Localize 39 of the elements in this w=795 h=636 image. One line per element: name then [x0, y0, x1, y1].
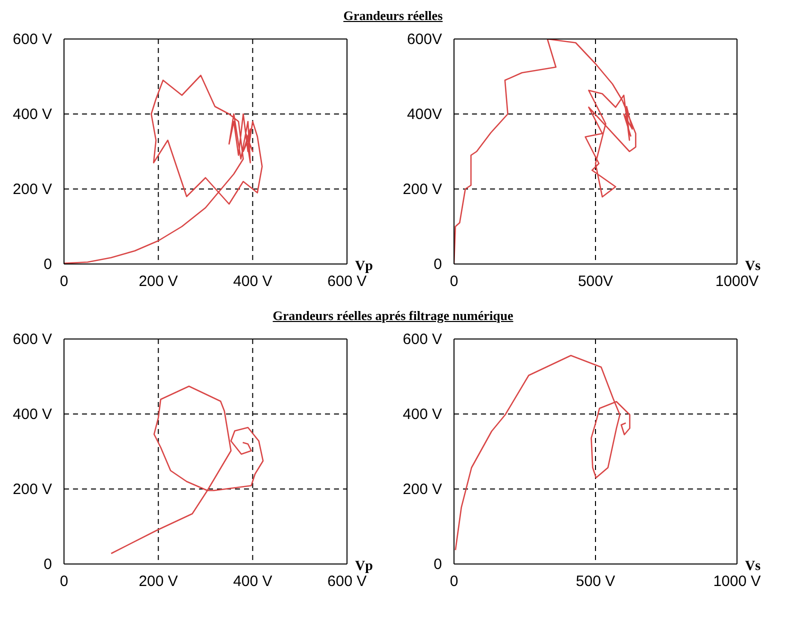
y-tick-label: 200 V — [12, 181, 52, 198]
text: Grandeurs réelles — [343, 8, 443, 23]
y-tick-label: 0 — [44, 256, 52, 273]
x-tick-label: 200 V — [138, 273, 178, 290]
y-tick-label: 200 V — [402, 181, 442, 198]
x-tick-label: 600 V — [327, 573, 367, 590]
text: Grandeurs réelles aprés filtrage numérique — [272, 308, 514, 323]
y-tick-label: 0 — [434, 556, 442, 573]
x-tick-label: 400 V — [233, 573, 272, 590]
y-tick-label: 400 V — [12, 406, 52, 423]
y-tick-label: 600 V — [12, 331, 52, 348]
y-tick-label: 400 V — [402, 406, 442, 423]
x-tick-label: 500V — [578, 273, 614, 290]
x-tick-label: 0 — [450, 573, 458, 590]
x-tick-label: 0 — [450, 273, 458, 290]
x-tick-label: 0 — [60, 573, 68, 590]
x-tick-label: 500 V — [576, 573, 616, 590]
x-tick-label: 400 V — [233, 273, 272, 290]
line-series — [110, 386, 264, 554]
x-tick-label: 0 — [60, 273, 68, 290]
y-tick-label: 200 V — [12, 481, 52, 498]
y-tick-label: 600 V — [12, 31, 52, 48]
x-axis-title: Vp — [355, 558, 374, 574]
x-axis-title: Vs — [745, 258, 762, 274]
y-tick-label: 400V — [406, 106, 442, 123]
x-tick-label: 200 V — [138, 573, 178, 590]
x-tick-label: 1000 V — [713, 573, 761, 590]
y-tick-label: 0 — [434, 256, 442, 273]
y-tick-label: 400 V — [12, 106, 52, 123]
y-tick-label: 0 — [44, 556, 52, 573]
y-tick-label: 200 V — [402, 481, 442, 498]
x-tick-label: 600 V — [327, 273, 367, 290]
x-tick-label: 1000V — [715, 273, 759, 290]
y-tick-label: 600V — [406, 31, 442, 48]
line-series — [454, 354, 630, 551]
line-series — [64, 74, 263, 264]
x-axis-title: Vp — [355, 258, 374, 274]
x-axis-title: Vs — [745, 558, 762, 574]
y-tick-label: 600 V — [402, 331, 442, 348]
